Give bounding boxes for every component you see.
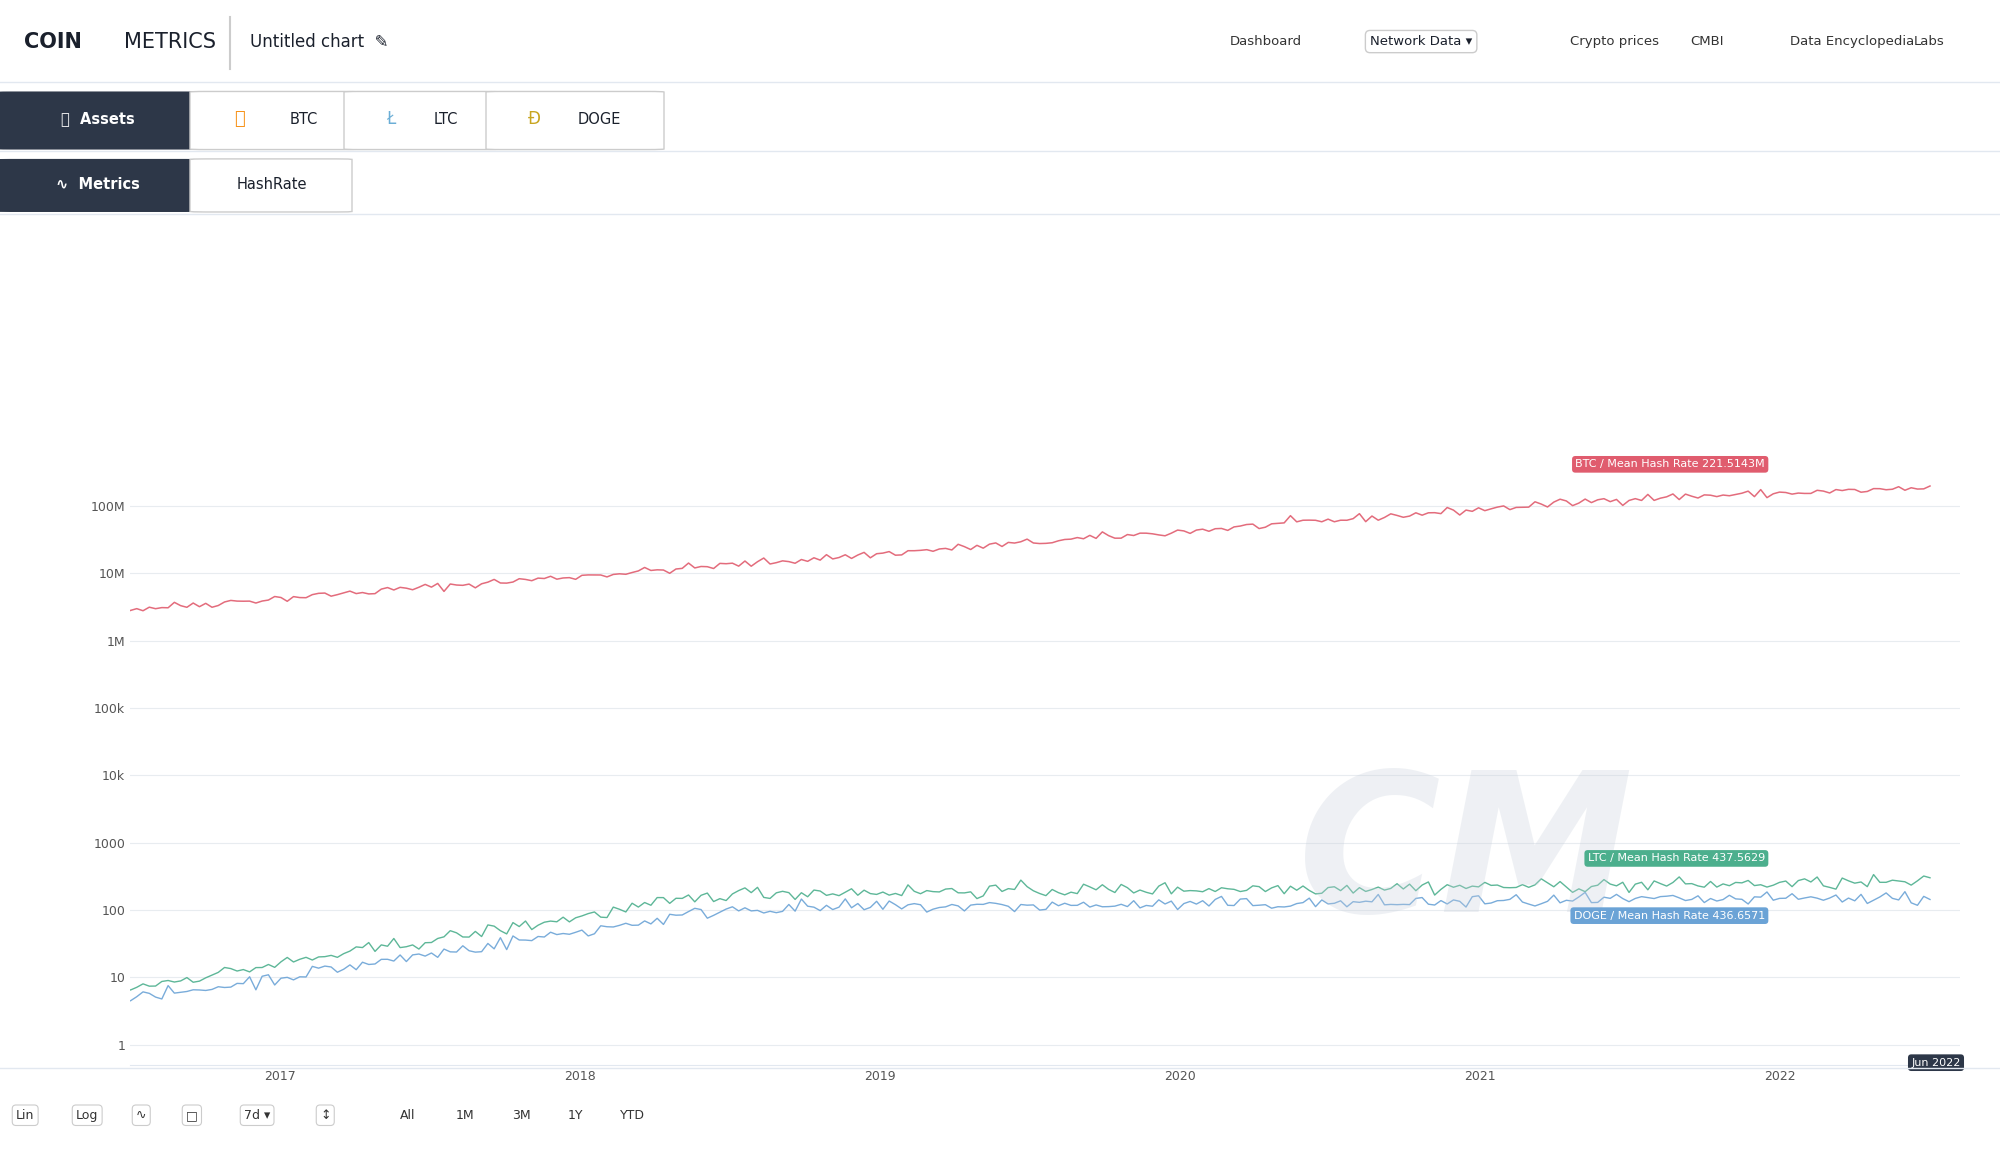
Text: 1Y: 1Y — [568, 1109, 584, 1122]
Text: All: All — [400, 1109, 416, 1122]
Text: DOGE / Mean Hash Rate 436.6571: DOGE / Mean Hash Rate 436.6571 — [1574, 910, 1766, 921]
Text: LTC / Mean Hash Rate 437.5629: LTC / Mean Hash Rate 437.5629 — [1588, 853, 1766, 863]
Text: 3M: 3M — [512, 1109, 530, 1122]
Text: CMBI: CMBI — [1690, 35, 1724, 48]
Text: ∿  Metrics: ∿ Metrics — [56, 177, 140, 192]
Text: Untitled chart  ✎: Untitled chart ✎ — [250, 33, 388, 50]
Text: ₿: ₿ — [234, 110, 244, 129]
Text: BTC / Mean Hash Rate 221.5143M: BTC / Mean Hash Rate 221.5143M — [1576, 460, 1766, 469]
Text: CM: CM — [1298, 764, 1634, 952]
Text: METRICS: METRICS — [124, 32, 216, 51]
FancyBboxPatch shape — [486, 91, 664, 150]
Text: Ð: Ð — [528, 110, 540, 129]
Text: Ł: Ł — [386, 110, 396, 129]
Text: 1M: 1M — [456, 1109, 474, 1122]
Text: Jun 2022: Jun 2022 — [1912, 1058, 1960, 1068]
Text: DOGE: DOGE — [578, 111, 622, 126]
Text: Data Encyclopedia: Data Encyclopedia — [1790, 35, 1914, 48]
Text: 7d ▾: 7d ▾ — [244, 1109, 270, 1122]
FancyBboxPatch shape — [190, 159, 352, 212]
Text: Network Data ▾: Network Data ▾ — [1370, 35, 1472, 48]
FancyBboxPatch shape — [190, 91, 358, 150]
Text: Lin: Lin — [16, 1109, 34, 1122]
Text: Crypto prices: Crypto prices — [1570, 35, 1660, 48]
Text: Labs: Labs — [1914, 35, 1944, 48]
Text: Log: Log — [76, 1109, 98, 1122]
Text: Dashboard: Dashboard — [1230, 35, 1302, 48]
Text: HashRate: HashRate — [236, 177, 308, 192]
FancyBboxPatch shape — [0, 159, 202, 212]
Text: ⧉  Assets: ⧉ Assets — [62, 111, 134, 126]
Text: YTD: YTD — [620, 1109, 644, 1122]
FancyBboxPatch shape — [0, 91, 202, 150]
Text: COIN: COIN — [24, 32, 82, 51]
Text: LTC: LTC — [434, 111, 458, 126]
Text: □: □ — [186, 1109, 198, 1122]
Text: ∿: ∿ — [136, 1109, 146, 1122]
Text: ↕: ↕ — [320, 1109, 330, 1122]
FancyBboxPatch shape — [344, 91, 500, 150]
Text: BTC: BTC — [290, 111, 318, 126]
